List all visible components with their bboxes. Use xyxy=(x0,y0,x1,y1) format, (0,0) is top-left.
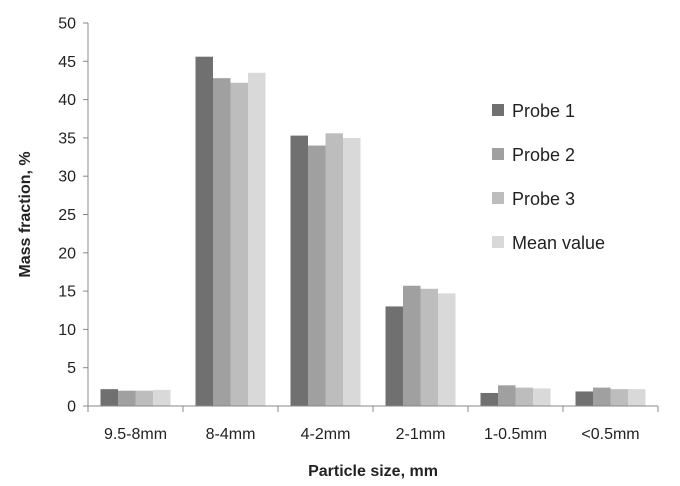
y-axis-title: Mass fraction, % xyxy=(17,151,34,277)
bar-3-5 xyxy=(515,387,533,406)
bar-4-6 xyxy=(628,389,646,406)
legend-label: Mean value xyxy=(512,233,605,253)
y-tick-label: 50 xyxy=(58,16,76,33)
bar-1-6 xyxy=(575,391,593,406)
bar-3-3 xyxy=(325,133,343,406)
y-tick-label: 15 xyxy=(58,284,76,301)
bar-3-6 xyxy=(610,389,628,406)
bar-2-3 xyxy=(308,145,326,406)
x-tick-labels: 9.5-8mm 8-4mm 4-2mm 2-1mm 1-0.5mm <0.5mm xyxy=(104,426,640,443)
bar-1-4 xyxy=(385,306,403,406)
y-tick-label: 10 xyxy=(58,322,76,339)
bar-3-1 xyxy=(135,390,153,406)
legend: Probe 1 Probe 2 Probe 3 Mean value xyxy=(492,101,605,253)
y-tick-label: 20 xyxy=(58,245,76,262)
x-tick-label: 9.5-8mm xyxy=(104,426,167,443)
legend-label: Probe 1 xyxy=(512,101,575,121)
bar-1-2 xyxy=(195,56,213,406)
bar-3-2 xyxy=(230,82,248,407)
x-tick-label: 1-0.5mm xyxy=(484,426,547,443)
legend-swatch xyxy=(492,192,504,204)
x-tick-label: 2-1mm xyxy=(396,426,446,443)
y-tick-label: 25 xyxy=(58,207,76,224)
x-tick-label: <0.5mm xyxy=(581,426,639,443)
axes xyxy=(83,22,659,412)
y-tick-label: 30 xyxy=(58,169,76,186)
y-tick-label: 35 xyxy=(58,130,76,147)
x-tick-label: 8-4mm xyxy=(206,426,256,443)
bar-2-2 xyxy=(213,78,231,406)
y-tick-label: 40 xyxy=(58,92,76,109)
bar-4-1 xyxy=(153,389,171,406)
y-tick-label: 0 xyxy=(67,399,76,416)
legend-swatch xyxy=(492,104,504,116)
bar-2-6 xyxy=(593,387,611,406)
bar-2-4 xyxy=(403,285,421,406)
bar-2-5 xyxy=(498,385,516,406)
legend-swatch xyxy=(492,148,504,160)
bar-4-5 xyxy=(533,388,551,406)
bar-2-1 xyxy=(118,390,136,406)
bar-1-3 xyxy=(290,135,308,407)
bar-3-4 xyxy=(420,288,438,406)
bar-1-1 xyxy=(100,389,118,406)
legend-label: Probe 3 xyxy=(512,189,575,209)
x-axis-title: Particle size, mm xyxy=(308,463,438,480)
y-tick-labels: 0 5 10 15 20 25 30 35 40 45 50 xyxy=(58,16,76,416)
legend-swatch xyxy=(492,236,504,248)
legend-label: Probe 2 xyxy=(512,145,575,165)
bar-4-3 xyxy=(343,137,361,406)
x-tick-label: 4-2mm xyxy=(301,426,351,443)
bar-4-4 xyxy=(438,293,456,406)
bar-4-2 xyxy=(248,72,266,406)
bar-1-5 xyxy=(480,392,498,406)
y-tick-label: 5 xyxy=(67,360,76,377)
y-tick-label: 45 xyxy=(58,54,76,71)
bars xyxy=(100,56,646,407)
